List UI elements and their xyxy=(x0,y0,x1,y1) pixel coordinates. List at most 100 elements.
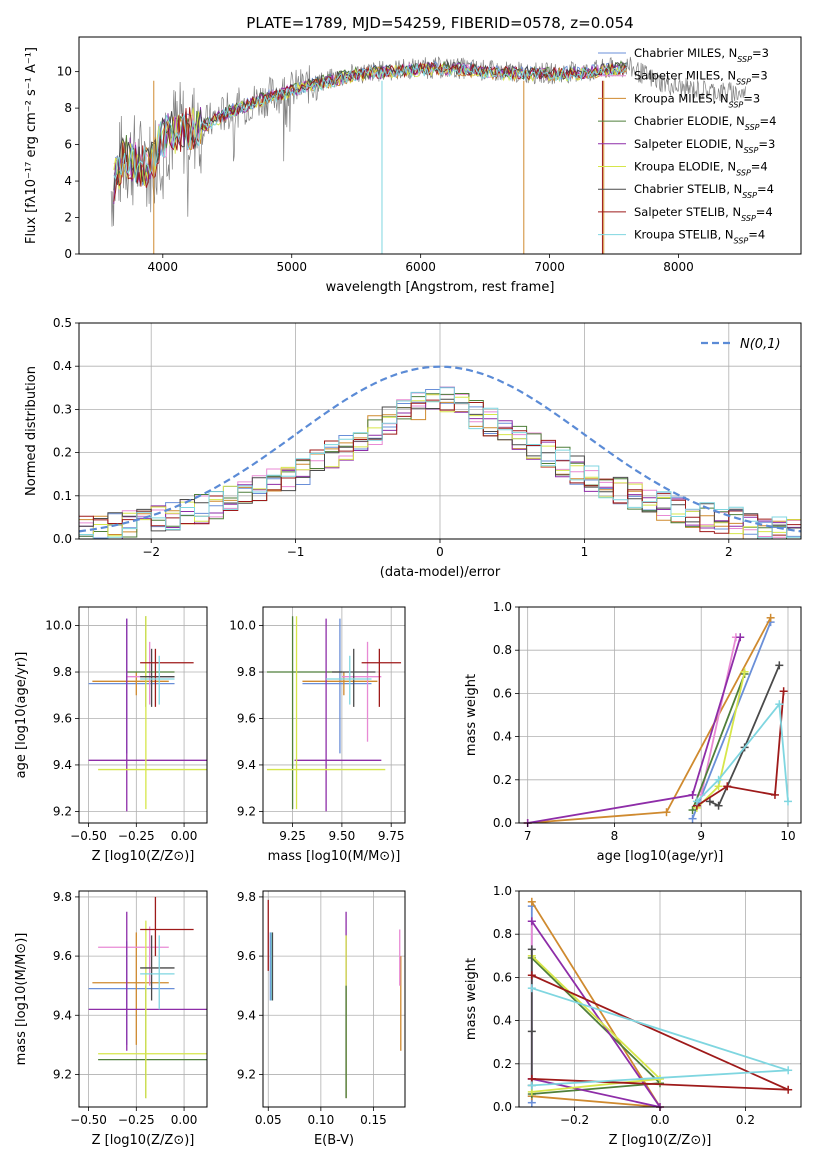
x-tick-label: −0.50 xyxy=(70,1113,107,1127)
y-tick-label: 9.8 xyxy=(53,665,72,679)
legend-label: Salpeter MILES, NSSP=3 xyxy=(634,69,768,87)
x-tick-label: −2 xyxy=(142,545,160,559)
y-tick-label: 6 xyxy=(64,138,72,152)
x-tick-label: 1 xyxy=(581,545,589,559)
z-age-panel: −0.50 −0.25 0.00 9.2 9.4 9.6 9.8 10.0 Z [log10(Z… xyxy=(14,606,208,864)
legend-label-base: Chabrier STELIB, N xyxy=(634,182,742,196)
y-tick-label: 10.0 xyxy=(229,619,256,633)
x-tick-label: 9.75 xyxy=(378,829,405,843)
legend-label-tail: =4 xyxy=(760,114,777,128)
legend-label-base: Salpeter MILES, N xyxy=(634,69,736,83)
y-tick-label: 10.0 xyxy=(45,619,72,633)
y-tick-label: 9.6 xyxy=(53,711,72,725)
x-tick-label: 8 xyxy=(611,829,619,843)
x-tick-label: 0.05 xyxy=(255,1113,282,1127)
y-tick-label: 2 xyxy=(64,211,72,225)
legend-label: Chabrier STELIB, NSSP=4 xyxy=(634,182,774,200)
legend-label: Kroupa MILES, NSSP=3 xyxy=(634,91,760,109)
x-tick-label: 0.15 xyxy=(360,1113,387,1127)
legend-label-sub: SSP xyxy=(729,100,744,109)
y-tick-label: 0.2 xyxy=(493,1057,512,1071)
x-tick-label: 2 xyxy=(725,545,733,559)
y-tick-label: 0.8 xyxy=(493,643,512,657)
legend-label-tail: =4 xyxy=(751,160,768,174)
weight-line xyxy=(691,621,772,820)
legend-label-sub: SSP xyxy=(742,191,757,200)
x-tick-label: 7 xyxy=(524,829,532,843)
y-tick-label: 0.4 xyxy=(493,1014,512,1028)
y-tick-label: 0.8 xyxy=(493,927,512,941)
y-tick-label: 0.6 xyxy=(493,970,512,984)
axes-frame xyxy=(78,606,208,824)
legend-label-tail: =3 xyxy=(751,69,768,83)
x-tick-label: 4000 xyxy=(148,260,179,274)
legend-label-tail: =4 xyxy=(757,182,774,196)
mass-age-crosses xyxy=(266,616,402,812)
y-tick-label: 0.4 xyxy=(53,359,72,373)
x-tick-label: 8000 xyxy=(663,260,694,274)
x-tick-label: 0.0 xyxy=(650,1113,669,1127)
y-tick-label: 0.3 xyxy=(53,402,72,416)
y-tick-label: 9.8 xyxy=(237,665,256,679)
x-tick-label: 0.2 xyxy=(736,1113,755,1127)
y-tick-label: 9.2 xyxy=(237,1067,256,1081)
z-mass-panel: −0.50 −0.25 0.00 9.2 9.4 9.6 9.8 Z [log10(Z/Z⊙)… xyxy=(14,890,208,1148)
age-weight-lines xyxy=(523,613,792,827)
legend-label-sub: SSP xyxy=(736,168,751,177)
x-tick-label: 0.00 xyxy=(171,1113,198,1127)
x-axis-label: wavelength [Angstrom, rest frame] xyxy=(326,280,555,295)
y-tick-label: 0.6 xyxy=(493,686,512,700)
residuals-panel: N(0,1) −2 −1 0 1 2 0.0 0.1 0.2 0.3 0.4 0.5 (data-mod… xyxy=(24,316,802,580)
y-tick-label: 8 xyxy=(64,101,72,115)
y-tick-label: 0.5 xyxy=(53,316,72,330)
ebv-mass-panel: 0.05 0.10 0.15 9.2 9.4 9.6 9.8 E(B-V) xyxy=(237,890,406,1148)
y-tick-label: 0.2 xyxy=(493,773,512,787)
axes-frame xyxy=(262,890,406,1108)
y-tick-label: 9.4 xyxy=(53,1008,72,1022)
x-tick-label: −0.50 xyxy=(70,829,107,843)
legend-label: Chabrier MILES, NSSP=3 xyxy=(634,46,769,64)
x-tick-label: 9.50 xyxy=(329,829,356,843)
legend-label: Kroupa STELIB, NSSP=4 xyxy=(634,228,765,246)
figure-title: PLATE=1789, MJD=54259, FIBERID=0578, z=0… xyxy=(246,14,633,32)
x-tick-label: 0 xyxy=(436,545,444,559)
x-axis-label: E(B-V) xyxy=(314,1133,354,1148)
x-tick-label: −0.2 xyxy=(560,1113,589,1127)
axes-frame xyxy=(518,606,802,824)
axes-frame xyxy=(78,36,802,255)
z-weight-lines xyxy=(527,897,793,1111)
legend-label-sub: SSP xyxy=(741,213,756,222)
model-spectrum-line xyxy=(113,63,627,190)
y-tick-label: 1.0 xyxy=(493,884,512,898)
x-axis-label: Z [log10(Z/Z⊙)] xyxy=(92,849,195,864)
y-tick-label: 9.2 xyxy=(237,804,256,818)
x-tick-label: −1 xyxy=(287,545,305,559)
y-tick-label: 9.4 xyxy=(237,1008,256,1022)
legend-label: N(0,1) xyxy=(740,337,781,352)
legend-label-base: Salpeter STELIB, N xyxy=(634,205,741,219)
y-tick-label: 0.0 xyxy=(493,1100,512,1114)
legend-label-tail: =3 xyxy=(752,46,769,60)
weight-line xyxy=(531,957,663,1095)
y-tick-label: 10 xyxy=(57,65,72,79)
y-tick-label: 0.1 xyxy=(53,489,72,503)
y-axis-label: mass weight xyxy=(464,674,479,756)
mass-age-panel: 9.25 9.50 9.75 9.2 9.4 9.6 9.8 10.0 mass [log10(… xyxy=(229,606,406,864)
legend-label: Kroupa ELODIE, NSSP=4 xyxy=(634,160,768,178)
y-tick-label: 0.2 xyxy=(53,446,72,460)
axes-frame xyxy=(78,890,208,1108)
x-tick-label: 5000 xyxy=(276,260,307,274)
y-tick-label: 9.6 xyxy=(237,949,256,963)
x-tick-label: 10 xyxy=(780,829,795,843)
x-tick-label: −0.25 xyxy=(118,1113,155,1127)
x-axis-label: Z [log10(Z/Z⊙)] xyxy=(92,1133,195,1148)
y-axis-label: mass [log10(M/M⊙)] xyxy=(14,933,29,1066)
model-spectrum-line xyxy=(113,62,627,183)
y-axis-label: mass weight xyxy=(464,958,479,1040)
y-tick-label: 4 xyxy=(64,174,72,188)
legend-label-base: Chabrier ELODIE, N xyxy=(634,114,745,128)
weight-line xyxy=(527,636,742,824)
legend-label-base: Kroupa ELODIE, N xyxy=(634,160,736,174)
